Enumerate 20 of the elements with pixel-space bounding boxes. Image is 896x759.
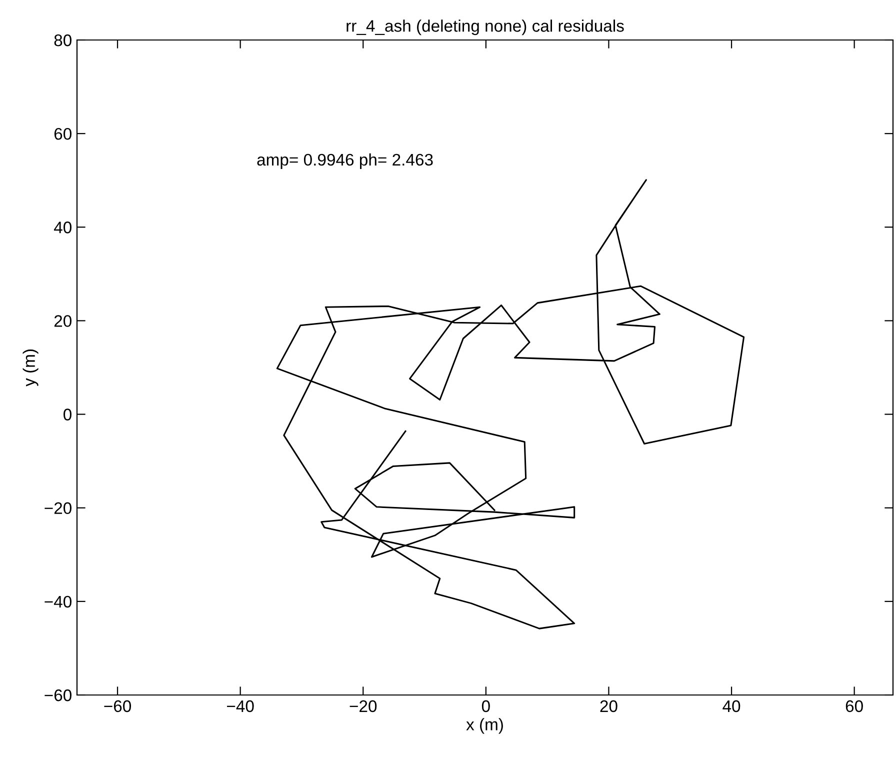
y-tick-label: 20 bbox=[54, 315, 72, 327]
x-tick-label: 60 bbox=[846, 700, 863, 712]
annotation: amp= 0.9946 ph= 2.463 bbox=[257, 153, 433, 169]
x-tick-label: 0 bbox=[482, 700, 490, 712]
x-axis-title: x (m) bbox=[466, 718, 503, 734]
line-series bbox=[276, 179, 745, 630]
y-tick-label: 40 bbox=[54, 222, 72, 234]
y-tick-label: −20 bbox=[44, 502, 72, 514]
x-tick-label: −40 bbox=[227, 700, 254, 712]
y-tick-label: −40 bbox=[44, 596, 72, 608]
y-tick-label: 60 bbox=[54, 128, 72, 140]
x-tick-label: 40 bbox=[722, 700, 740, 712]
y-tick-label: 0 bbox=[64, 408, 72, 420]
x-tick-label: −60 bbox=[104, 700, 132, 712]
x-tick-label: 20 bbox=[600, 700, 618, 712]
chart-title: rr_4_ash (deleting none) cal residuals bbox=[346, 20, 624, 36]
y-axis-title: y (m) bbox=[22, 350, 38, 386]
y-tick-label: 80 bbox=[54, 34, 72, 46]
x-tick-label: −20 bbox=[350, 700, 377, 712]
y-tick-label: −60 bbox=[44, 689, 72, 702]
